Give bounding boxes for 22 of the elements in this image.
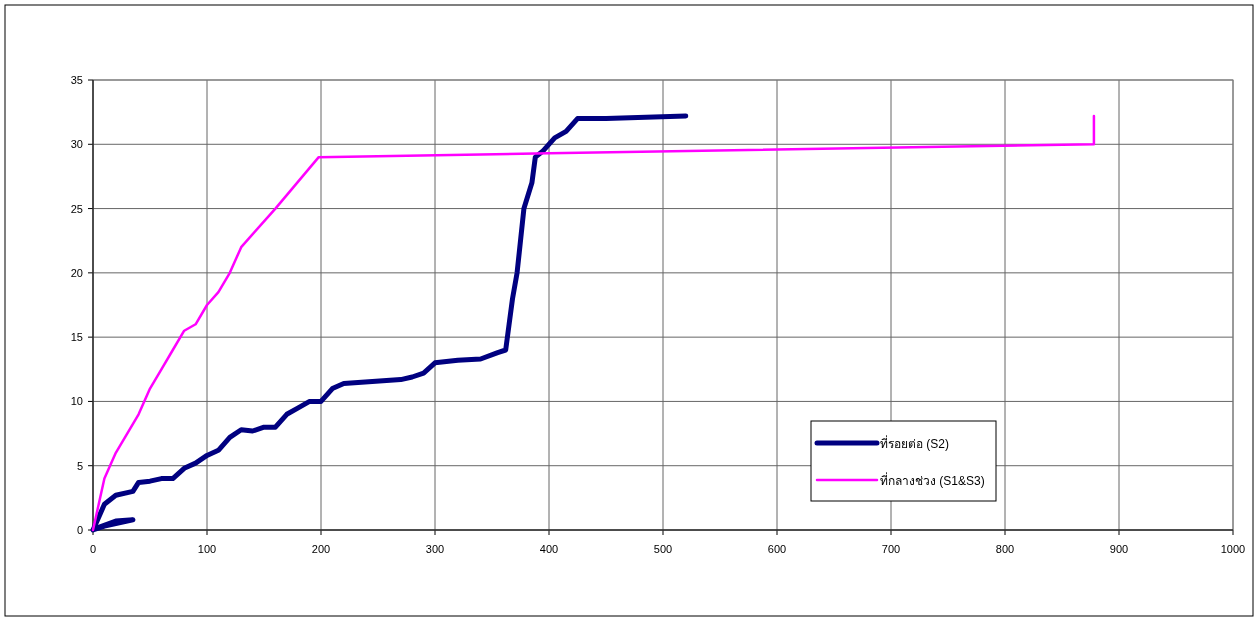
x-tick-label: 100: [197, 543, 217, 555]
x-tick-label: 500: [653, 543, 673, 555]
line-series: [91, 114, 1096, 532]
y-tick-label: 30: [70, 138, 83, 151]
y-tick-label: 15: [70, 331, 83, 344]
x-tick-label: 0: [89, 543, 97, 555]
x-tick-label: 1000: [1220, 543, 1246, 555]
x-tick-label: 600: [767, 543, 787, 555]
x-tick-label: 300: [425, 543, 445, 555]
y-tick-label: 10: [70, 395, 83, 408]
x-tick-label: 900: [1109, 543, 1129, 555]
x-tick-label: 700: [881, 543, 901, 555]
x-tick-label: 200: [311, 543, 331, 555]
legend-label: ที่รอยต่อ (S2): [880, 435, 950, 451]
y-tick-label: 5: [76, 459, 83, 472]
x-tick-label: 800: [995, 543, 1015, 555]
legend-label: ที่กลางช่วง (S1&S3): [880, 472, 985, 488]
y-tick-label: 35: [70, 74, 83, 86]
y-tick-label: 25: [70, 202, 83, 215]
y-tick-label: 20: [70, 266, 83, 279]
y-tick-label: 0: [76, 524, 83, 536]
x-tick-label: 400: [539, 543, 559, 555]
